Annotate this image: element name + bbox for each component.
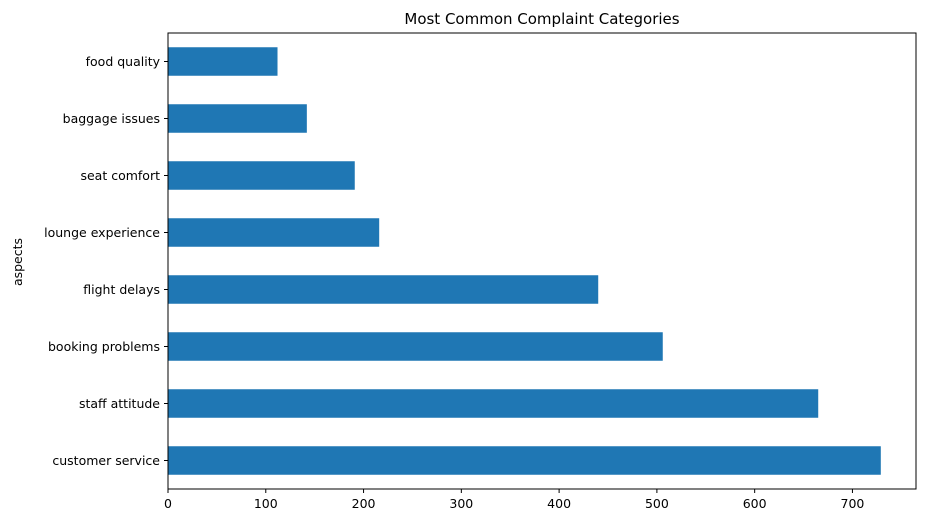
y-tick-label: baggage issues	[63, 111, 160, 126]
x-tick-label: 500	[645, 496, 669, 511]
y-axis-label: aspects	[10, 238, 25, 286]
x-tick-label: 700	[841, 496, 865, 511]
y-axis-ticks: customer service staff attitude booking pr…	[44, 54, 168, 468]
bar-staff-attitude	[168, 389, 819, 418]
bar-booking-problems	[168, 332, 663, 361]
bar-customer-service	[168, 446, 881, 475]
x-tick-label: 200	[352, 496, 376, 511]
x-tick-label: 400	[547, 496, 571, 511]
y-tick-label: lounge experience	[44, 225, 160, 240]
x-tick-label: 600	[743, 496, 767, 511]
x-tick-label: 100	[254, 496, 278, 511]
y-tick-label: booking problems	[48, 339, 160, 354]
bar-flight-delays	[168, 275, 599, 304]
chart-title: Most Common Complaint Categories	[404, 10, 679, 28]
bar-lounge-experience	[168, 218, 380, 247]
y-tick-label: flight delays	[83, 282, 160, 297]
y-tick-label: food quality	[86, 54, 161, 69]
y-tick-label: customer service	[52, 453, 160, 468]
bar-baggage-issues	[168, 104, 307, 133]
bar-food-quality	[168, 47, 278, 76]
bars-group	[168, 47, 881, 475]
y-tick-label: seat comfort	[80, 168, 160, 183]
x-tick-label: 0	[164, 496, 172, 511]
bar-seat-comfort	[168, 161, 355, 190]
x-tick-label: 300	[449, 496, 473, 511]
y-tick-label: staff attitude	[79, 396, 160, 411]
x-axis-ticks: 0 100 200 300 400 500 600 700	[164, 489, 864, 511]
plot-frame	[167, 32, 917, 490]
